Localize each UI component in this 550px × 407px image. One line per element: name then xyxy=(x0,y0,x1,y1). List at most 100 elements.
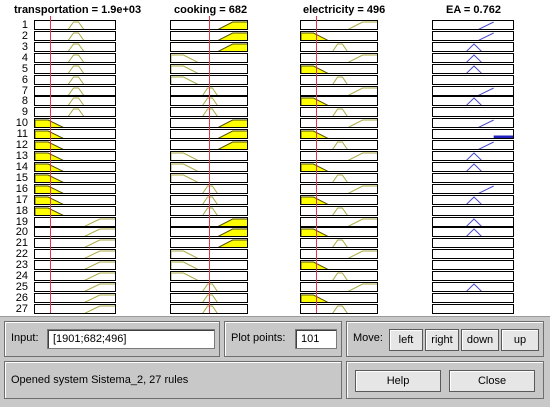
electricity-rule-plot xyxy=(300,96,378,107)
electricity-mf-shape xyxy=(347,87,377,95)
rule-number: 6 xyxy=(21,73,28,86)
ea-mf-icon xyxy=(478,32,494,40)
electricity-input-line[interactable] xyxy=(315,16,317,313)
electricity-mf-icon xyxy=(347,152,377,161)
electricity-mf-icon xyxy=(332,76,348,84)
transportation-rule-plot xyxy=(34,271,116,282)
ea-rule-plot xyxy=(432,129,514,140)
electricity-mf-icon xyxy=(332,141,348,150)
transportation-mf-shape xyxy=(84,239,115,248)
ea-rule-plot xyxy=(432,74,514,85)
ea-mf-icon xyxy=(466,97,482,106)
transportation-mf-shape xyxy=(35,196,64,204)
cooking-mf-icon xyxy=(202,294,218,302)
transportation-mf-shape xyxy=(35,152,64,161)
ea-rule-plot xyxy=(432,205,514,216)
electricity-mf-icon xyxy=(347,119,377,128)
electricity-rule-plot xyxy=(300,107,378,118)
rule-number: 11 xyxy=(16,128,28,141)
electricity-mf-shape xyxy=(301,196,329,204)
electricity-mf-icon xyxy=(347,87,377,95)
input-field[interactable] xyxy=(47,329,215,349)
move-down-button[interactable]: down xyxy=(461,329,499,351)
cooking-mf-shape xyxy=(217,21,247,29)
ea-rule-plot xyxy=(432,172,514,183)
electricity-mf-shape xyxy=(332,108,348,117)
transportation-mf-shape xyxy=(67,54,85,62)
transportation-mf-shape xyxy=(35,163,64,171)
close-button[interactable]: Close xyxy=(449,370,535,392)
transportation-rule-plot xyxy=(34,161,116,172)
rule-number: 4 xyxy=(21,51,28,64)
help-button[interactable]: Help xyxy=(355,370,441,392)
transportation-rule-plot xyxy=(34,151,116,162)
ea-rule-plot xyxy=(432,41,514,52)
ea-rule-plot xyxy=(432,303,514,314)
transportation-mf-icon xyxy=(67,21,85,29)
rule-number: 9 xyxy=(21,106,28,119)
transportation-rule-plot xyxy=(34,63,116,74)
transportation-mf-icon xyxy=(84,272,115,281)
ea-mf-icon xyxy=(466,217,482,226)
cooking-input-line[interactable] xyxy=(209,16,210,313)
transportation-mf-icon xyxy=(35,174,64,182)
transportation-mf-shape xyxy=(84,250,115,259)
transportation-mf-shape xyxy=(35,174,64,182)
electricity-mf-shape xyxy=(301,228,329,237)
ea-mf-line xyxy=(466,97,482,106)
electricity-mf-icon xyxy=(332,43,348,51)
help-close-group: Help Close xyxy=(346,361,544,399)
ea-rule-plot xyxy=(432,227,514,238)
electricity-rule-plot xyxy=(300,216,378,227)
transportation-input-line[interactable] xyxy=(50,16,52,313)
ea-mf-icon xyxy=(433,174,514,183)
cooking-mf-shape xyxy=(217,228,247,237)
status-group: Opened system Sistema_2, 27 rules xyxy=(4,361,342,399)
control-panel: Input: Plot points: Move: left right dow… xyxy=(0,316,550,407)
transportation-rule-plot xyxy=(34,85,116,96)
ea-header: EA = 0.762 xyxy=(446,4,501,16)
electricity-mf-shape xyxy=(347,54,377,62)
ea-rule-plot xyxy=(432,140,514,151)
transportation-mf-icon xyxy=(67,108,85,117)
ea-rule-plot xyxy=(432,107,514,118)
cooking-mf-icon xyxy=(217,32,247,40)
transportation-mf-shape xyxy=(35,130,64,139)
ea-rule-plot xyxy=(432,96,514,107)
transportation-mf-icon xyxy=(67,54,85,62)
ea-rule-plot xyxy=(432,161,514,172)
electricity-mf-shape xyxy=(347,250,377,259)
cooking-mf-icon xyxy=(171,272,199,281)
cooking-mf-shape xyxy=(202,97,218,106)
electricity-mf-shape xyxy=(301,65,329,73)
transportation-mf-icon xyxy=(67,87,85,95)
electricity-mf-icon xyxy=(347,250,377,259)
electricity-mf-shape xyxy=(301,97,329,106)
electricity-mf-shape xyxy=(301,130,329,139)
electricity-mf-shape xyxy=(301,163,329,171)
cooking-mf-shape xyxy=(202,185,218,193)
electricity-rule-plot xyxy=(300,260,378,271)
input-group: Input: xyxy=(4,321,220,357)
transportation-rule-plot xyxy=(34,118,116,129)
input-label: Input: xyxy=(11,332,39,344)
ea-mf-icon xyxy=(433,261,514,270)
move-up-button[interactable]: up xyxy=(501,329,539,351)
cooking-mf-shape xyxy=(171,163,199,171)
electricity-rule-plot xyxy=(300,129,378,140)
plot-points-label: Plot points: xyxy=(231,332,286,344)
ea-mf-icon xyxy=(466,163,482,171)
cooking-mf-shape xyxy=(217,43,247,51)
plot-points-field[interactable] xyxy=(295,329,337,349)
ea-rule-plot xyxy=(432,194,514,205)
ea-mf-icon xyxy=(478,21,494,29)
electricity-mf-icon xyxy=(332,272,348,281)
electricity-rule-plot xyxy=(300,293,378,303)
cooking-mf-icon xyxy=(217,228,247,237)
electricity-mf-icon xyxy=(347,218,377,226)
cooking-mf-shape xyxy=(171,54,199,62)
electricity-rule-plot xyxy=(300,205,378,216)
move-right-button[interactable]: right xyxy=(425,329,459,351)
move-left-button[interactable]: left xyxy=(389,329,423,351)
electricity-mf-icon xyxy=(347,21,377,29)
